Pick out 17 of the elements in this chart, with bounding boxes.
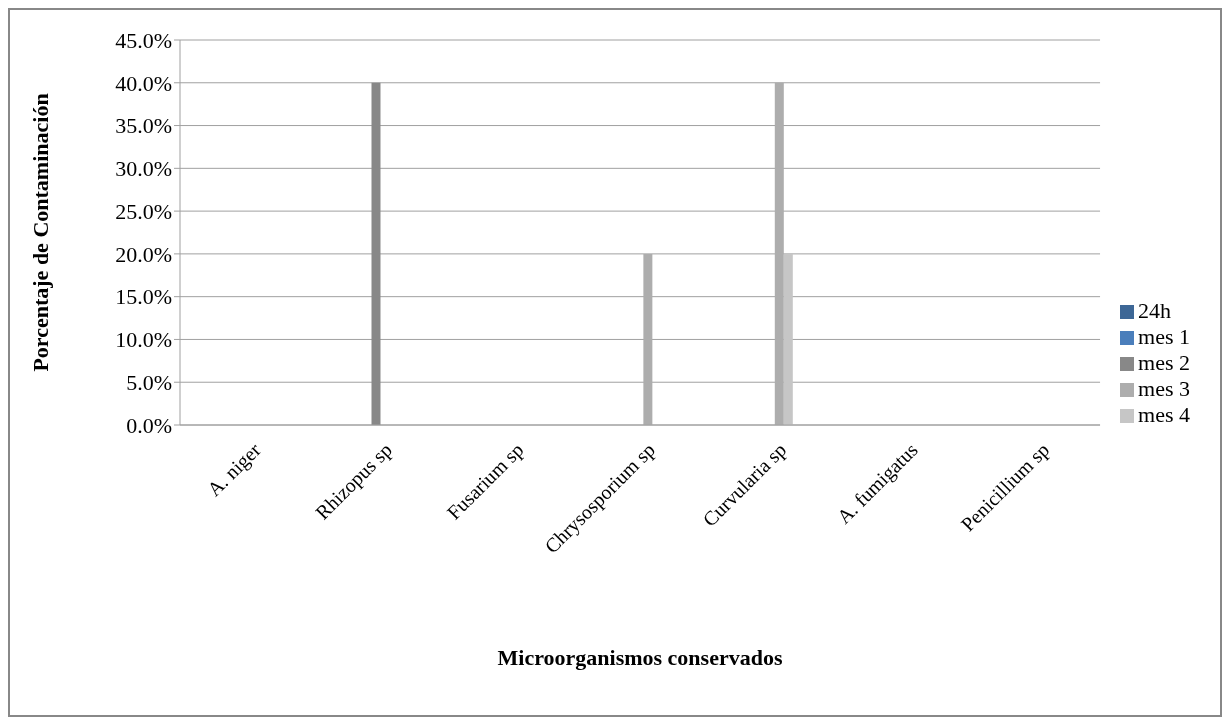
y-tick-label: 20.0% (115, 241, 172, 267)
y-tick-label: 30.0% (115, 156, 172, 182)
legend-label: mes 4 (1138, 401, 1190, 427)
y-tick-label: 5.0% (126, 370, 172, 396)
y-tick-label: 10.0% (115, 327, 172, 353)
y-tick-label: 25.0% (115, 198, 172, 224)
x-axis-title: Microorganismos conservados (497, 645, 783, 670)
y-tick-label: 45.0% (115, 27, 172, 53)
y-tick-label: 15.0% (115, 284, 172, 310)
legend-label: 24h (1138, 297, 1172, 323)
legend-label: mes 2 (1138, 349, 1190, 375)
y-tick-label: 0.0% (126, 412, 172, 438)
legend-label: mes 3 (1138, 375, 1190, 401)
y-tick-label: 35.0% (115, 113, 172, 139)
y-axis-title: Porcentaje de Contaminación (27, 93, 53, 372)
legend-label: mes 1 (1138, 323, 1190, 349)
y-tick-label: 40.0% (115, 70, 172, 96)
